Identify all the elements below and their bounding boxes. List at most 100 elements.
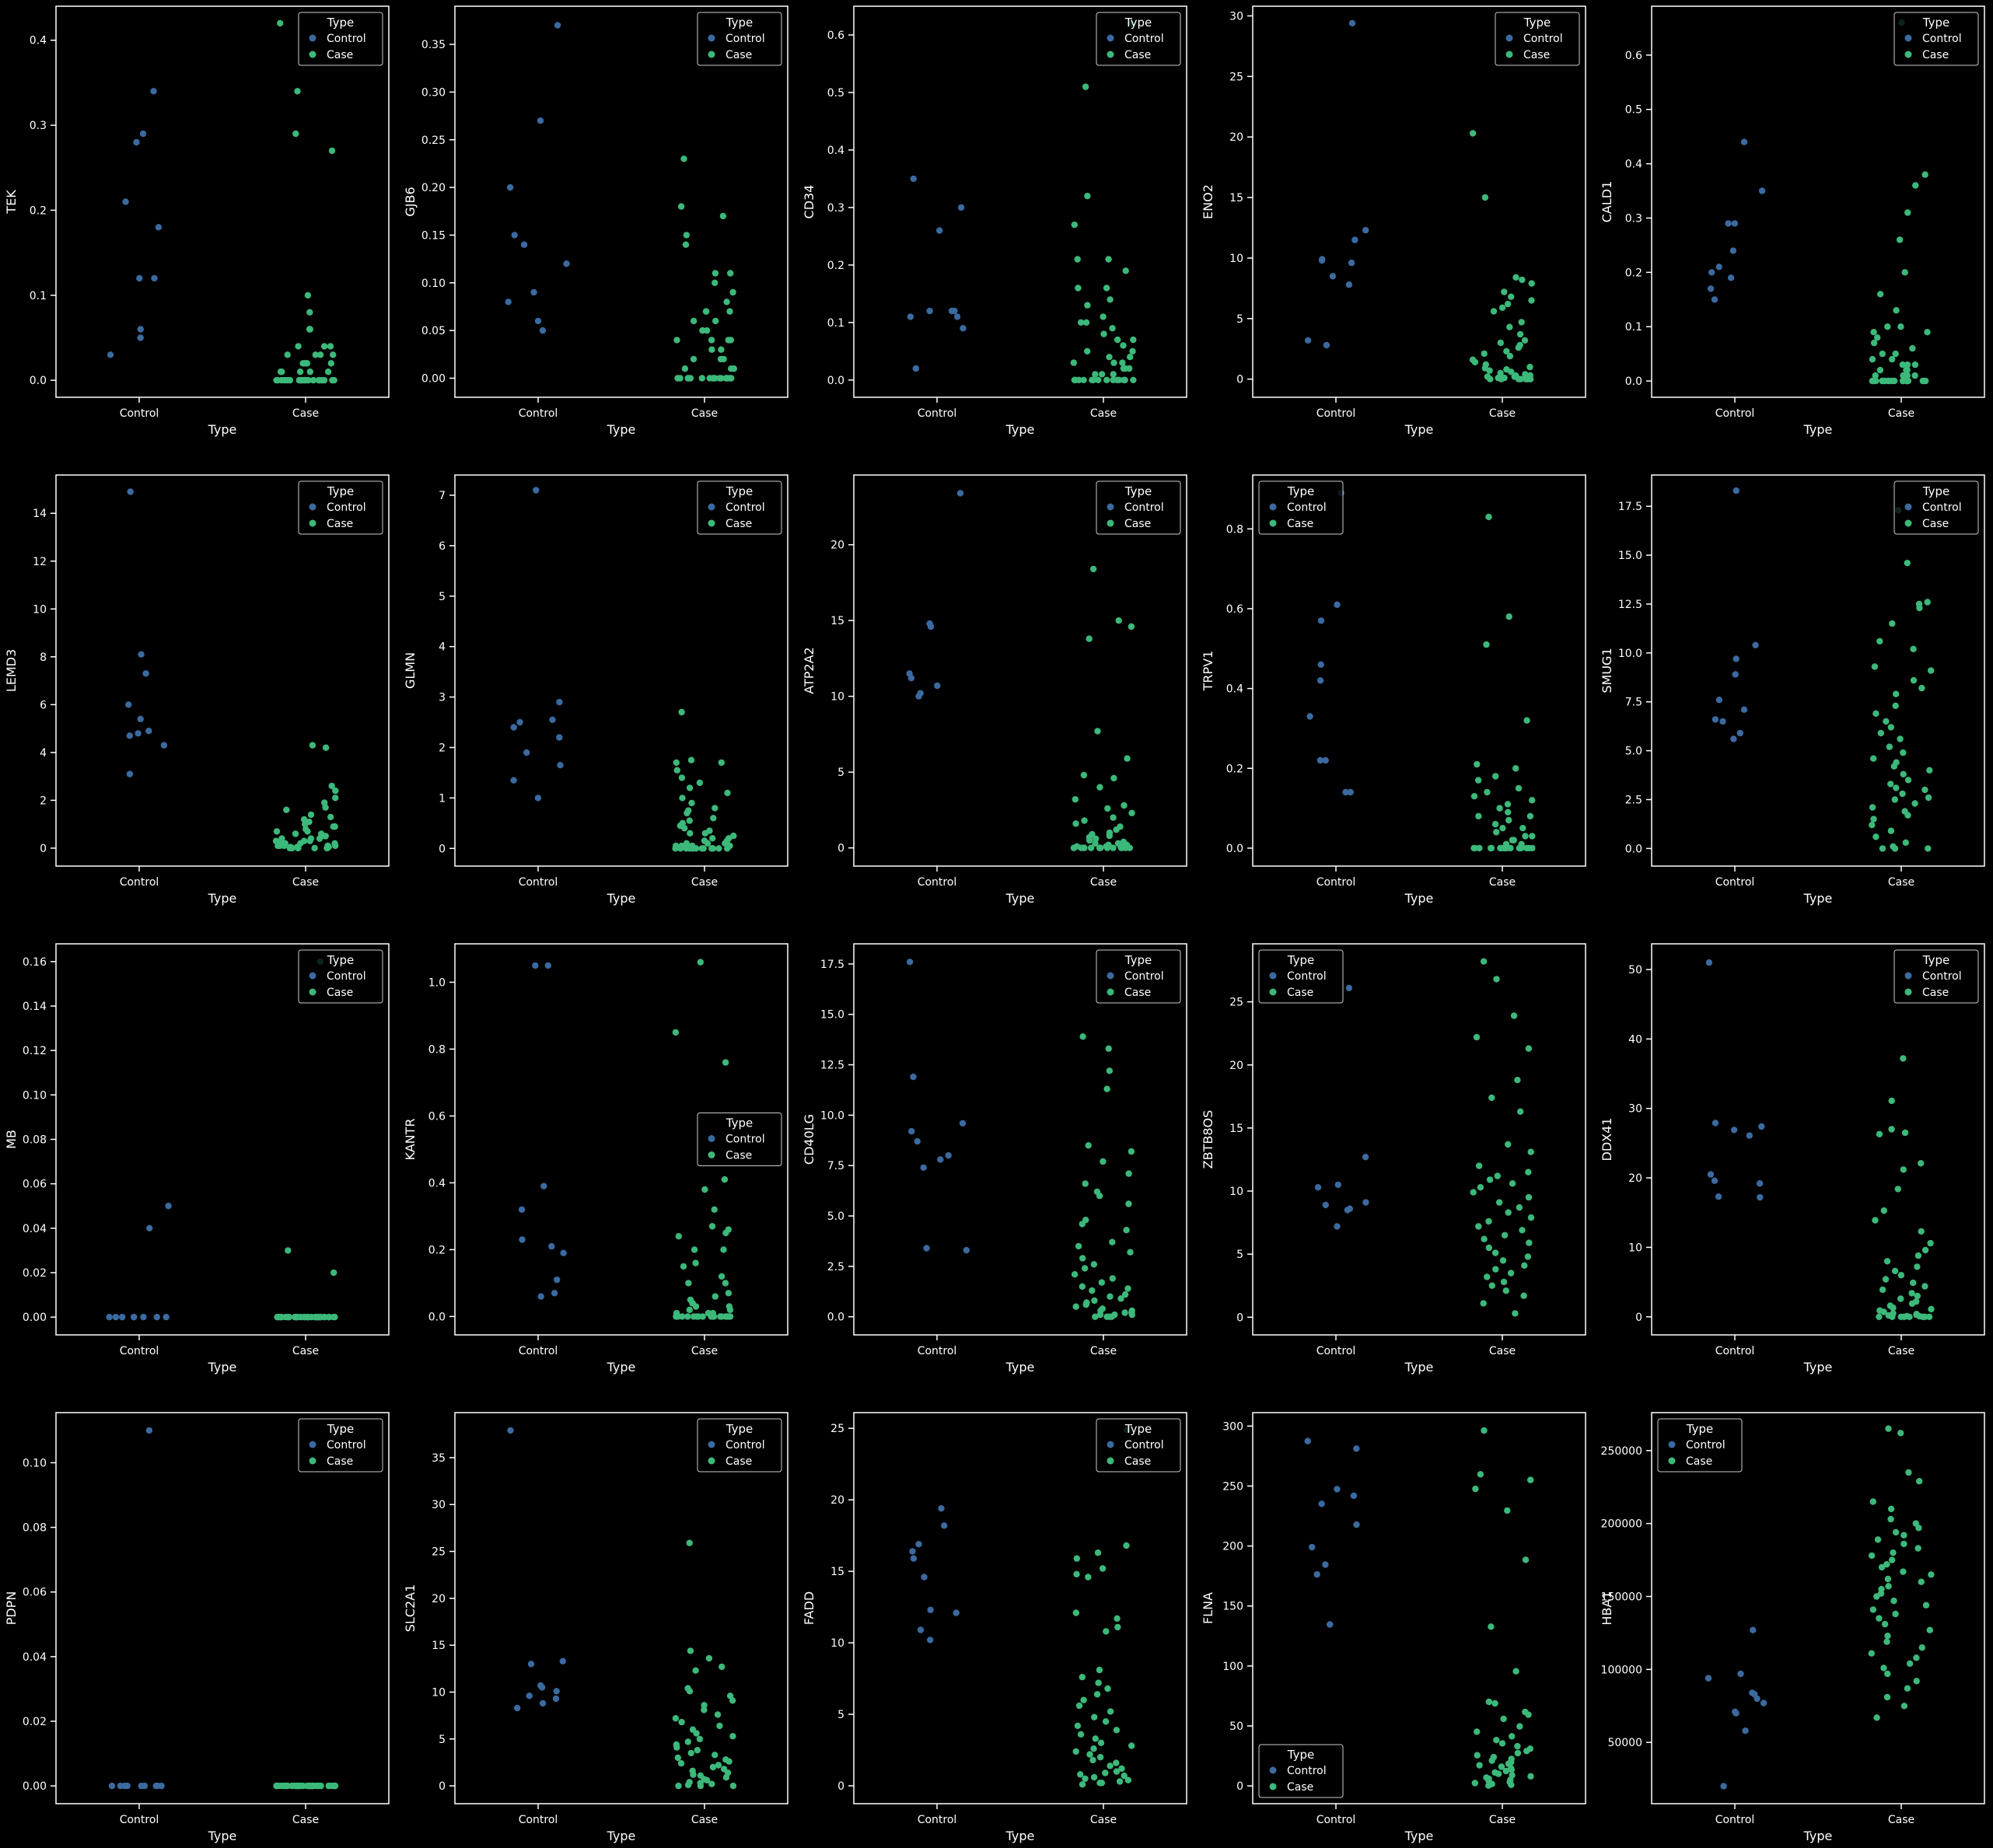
y-axis-label: SLC2A1	[403, 1584, 418, 1633]
legend-title: Type	[1287, 484, 1314, 498]
x-axis-label: Type	[1803, 422, 1833, 437]
data-point-control	[910, 1555, 918, 1562]
data-point-case	[1879, 1286, 1886, 1294]
subplot-glmn: 0 1 2 3 4 5 6 7 Control Case Type GLMN Type Control Ca…	[403, 474, 788, 906]
legend-marker-control	[1904, 972, 1912, 980]
data-point-control	[142, 670, 149, 677]
data-point-case	[1890, 1305, 1897, 1312]
data-point-case	[686, 817, 693, 824]
y-tick-label: 5	[837, 767, 844, 779]
data-point-case	[1501, 1231, 1509, 1239]
subplot-eno2: 0 5 10 15 20 25 30 Control Case Type ENO2 Type Contr…	[1201, 5, 1586, 437]
data-point-control	[937, 1156, 944, 1163]
data-point-case	[1880, 1665, 1887, 1672]
data-point-case	[1100, 330, 1107, 337]
data-point-case	[1529, 833, 1536, 840]
data-point-control	[927, 1606, 934, 1613]
plot-frame	[1252, 943, 1586, 1336]
data-point-control	[1317, 661, 1324, 668]
data-point-case	[1504, 1507, 1511, 1514]
data-point-case	[1918, 1228, 1925, 1235]
data-point-case	[675, 1233, 682, 1240]
legend-marker-case	[309, 1457, 316, 1465]
x-tick-label: Case	[292, 1345, 319, 1357]
data-point-case	[1098, 371, 1106, 378]
x-tick-label: Control	[1316, 1345, 1356, 1357]
y-tick-label: 15	[1229, 192, 1243, 204]
data-point-case	[1077, 319, 1085, 326]
y-tick-label: 5	[439, 1734, 446, 1746]
legend-label-case: Case	[1124, 1455, 1151, 1468]
x-tick-label: Case	[691, 407, 718, 420]
y-tick-label: 0.06	[23, 1179, 47, 1191]
legend-label-control: Control	[327, 501, 366, 514]
data-point-case	[1521, 337, 1529, 344]
data-point-case	[684, 1781, 692, 1789]
x-axis-label: Type	[1404, 1360, 1434, 1375]
data-point-case	[1876, 638, 1883, 645]
legend-title: Type	[1922, 484, 1949, 498]
x-tick-label: Control	[1715, 876, 1755, 889]
y-tick-label: 0	[837, 843, 844, 855]
legend-box	[1893, 480, 1979, 535]
data-point-case	[1883, 718, 1890, 725]
data-point-control	[125, 701, 132, 708]
data-point-case	[1072, 795, 1079, 803]
data-point-case	[1486, 367, 1493, 374]
data-point-control	[506, 183, 514, 191]
data-point-control	[1727, 274, 1735, 281]
data-point-case	[1901, 269, 1908, 276]
y-tick-label: 20	[830, 540, 844, 552]
data-point-case	[1868, 1552, 1876, 1560]
y-tick-label: 0.8	[1226, 523, 1243, 536]
data-point-case	[1096, 844, 1103, 851]
data-point-control	[527, 1661, 535, 1668]
data-point-case	[672, 845, 679, 852]
legend-marker-control	[1904, 34, 1912, 42]
data-point-control	[938, 1505, 945, 1512]
data-point-control	[551, 1290, 558, 1297]
data-point-control	[1313, 1570, 1320, 1578]
data-point-case	[1922, 1602, 1930, 1609]
legend-box	[1096, 1418, 1181, 1472]
data-point-case	[1891, 845, 1899, 852]
y-tick-label: 0.0	[1625, 843, 1642, 855]
x-tick-label: Control	[918, 407, 957, 420]
y-tick-label: 10	[33, 603, 47, 616]
data-point-case	[1114, 1623, 1121, 1631]
data-point-case	[1084, 302, 1091, 309]
y-tick-label: 0.2	[30, 204, 47, 217]
plot-frame	[1651, 5, 1985, 398]
data-point-case	[1106, 354, 1113, 361]
data-point-case	[295, 1782, 302, 1790]
data-point-case	[1124, 1285, 1131, 1292]
legend: Type Control Case	[1258, 480, 1344, 535]
legend-marker-case	[1904, 51, 1912, 58]
y-tick-label: 0	[439, 843, 446, 855]
data-point-case	[704, 840, 712, 847]
data-point-case	[1128, 809, 1135, 817]
data-point-case	[1128, 1311, 1136, 1319]
legend-box	[1893, 12, 1979, 66]
data-point-case	[703, 1776, 711, 1783]
data-point-case	[1507, 1270, 1515, 1277]
data-point-case	[1880, 1207, 1887, 1214]
legend: Type Control Case	[1258, 1744, 1344, 1798]
data-point-control	[923, 1245, 930, 1252]
x-axis-label: Type	[1803, 1829, 1833, 1843]
data-point-case	[306, 369, 313, 376]
data-point-case	[1886, 743, 1893, 750]
data-point-control	[936, 227, 943, 234]
data-point-case	[1505, 613, 1512, 620]
data-point-case	[711, 1206, 718, 1214]
y-tick-label: 0.00	[421, 372, 446, 385]
legend-box	[1893, 949, 1979, 1004]
legend-label-control: Control	[327, 1439, 366, 1452]
data-point-control	[1334, 1181, 1342, 1189]
y-tick-label: 0.0	[827, 1312, 844, 1324]
y-tick-label: 12	[33, 556, 47, 568]
data-point-control	[1758, 187, 1766, 194]
y-tick-label: 7.5	[827, 1160, 844, 1172]
y-tick-label: 0	[1236, 1780, 1243, 1793]
legend: Type Control Case	[298, 1418, 383, 1472]
